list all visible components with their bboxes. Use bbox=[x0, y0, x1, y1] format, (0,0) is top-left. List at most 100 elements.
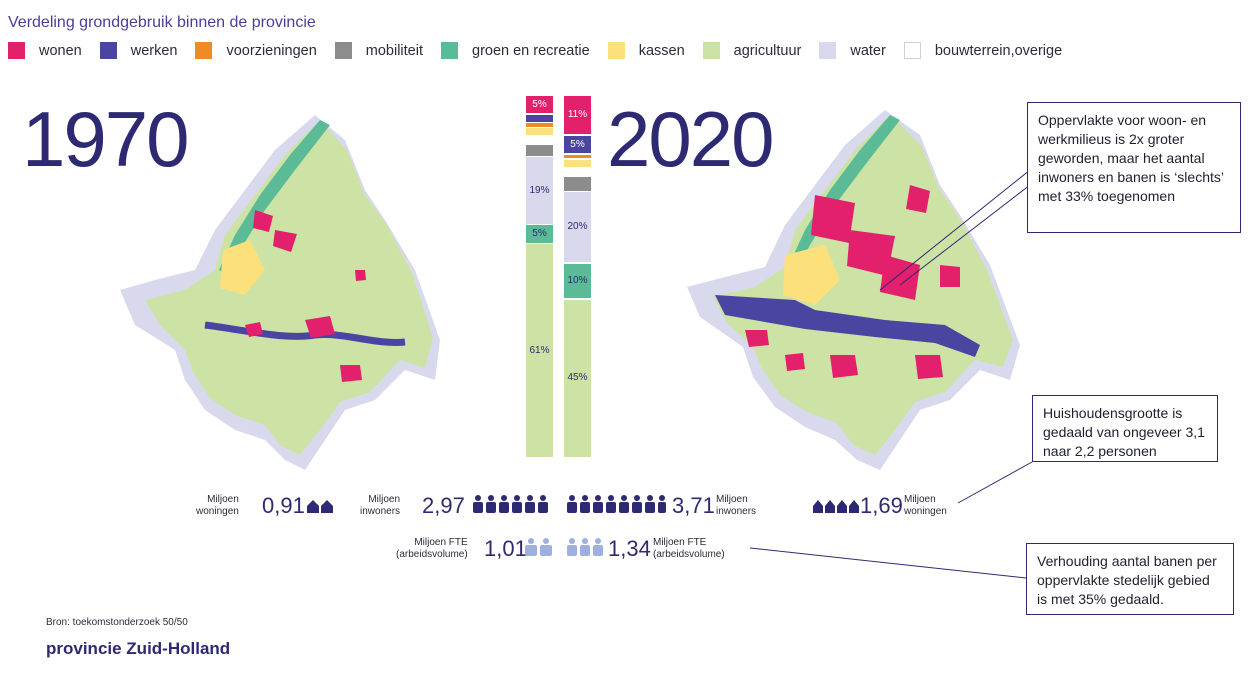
stat-label-line: woningen bbox=[196, 506, 239, 517]
bar-segment-kassen bbox=[526, 128, 553, 136]
bar-data-label: 5% bbox=[532, 227, 547, 239]
legend-swatch bbox=[8, 42, 25, 59]
stat-woningen-2020-label: Miljoen woningen bbox=[904, 494, 947, 518]
stat-inwoners-1970-value: 2,97 bbox=[422, 493, 465, 518]
bar-segment-werken bbox=[526, 114, 553, 122]
stat-label-line: woningen bbox=[904, 506, 947, 517]
stat-inwoners-2020-label: Miljoen inwoners bbox=[716, 494, 756, 518]
stat-inwoners-1970-label: Miljoen inwoners bbox=[360, 494, 400, 518]
stat-label-line: Miljoen FTE bbox=[414, 537, 468, 548]
legend-label: wonen bbox=[39, 42, 82, 59]
bar-segment-water bbox=[526, 157, 553, 224]
legend-label: kassen bbox=[638, 42, 685, 59]
legend-swatch bbox=[607, 42, 625, 59]
stat-fte-2020-value: 1,34 bbox=[608, 536, 651, 561]
bar-data-label: 10% bbox=[567, 275, 588, 286]
legend-swatch bbox=[334, 42, 352, 59]
page-title: Verdeling grondgebruik binnen de provinc… bbox=[8, 14, 316, 31]
legend-item-groen: groen en recreatie bbox=[441, 42, 590, 59]
bar-segment-mobiliteit bbox=[526, 145, 553, 156]
bar-segment-agricultuur bbox=[526, 244, 553, 457]
callout-oppervlakte: Oppervlakte voor woon- en werkmilieus is… bbox=[1027, 102, 1241, 233]
legend-label: agricultuur bbox=[733, 42, 802, 59]
legend-item-wonen: wonen bbox=[8, 42, 82, 59]
legend-item-bouwterrein: bouwterrein,overige bbox=[903, 42, 1063, 59]
bar-segment-groen-en-recreatie bbox=[564, 263, 591, 299]
legend-label: groen en recreatie bbox=[472, 42, 590, 59]
map-2020 bbox=[687, 110, 1020, 470]
bar-segment-wonen bbox=[526, 96, 553, 114]
bar-segment-groen-en-recreatie bbox=[526, 225, 553, 243]
people-icon-group bbox=[567, 495, 666, 513]
legend-item-voorzieningen: voorzieningen bbox=[195, 42, 317, 59]
map-urban-area bbox=[245, 210, 366, 382]
legend-swatch bbox=[99, 42, 117, 59]
map-greenhouse-area bbox=[220, 240, 265, 295]
bar-data-label: 5% bbox=[570, 138, 585, 150]
legend-swatch bbox=[195, 42, 213, 59]
bar-data-label: 11% bbox=[567, 109, 588, 121]
legend: wonen werken voorzieningen mobiliteit gr… bbox=[8, 42, 1080, 59]
legend-label: bouwterrein,overige bbox=[934, 42, 1063, 59]
bar-segment-agricultuur bbox=[564, 299, 591, 457]
legend-item-water: water bbox=[819, 42, 886, 59]
stat-inwoners-2020-value: 3,71 bbox=[672, 493, 715, 518]
legend-swatch bbox=[441, 42, 458, 59]
map-1970 bbox=[120, 115, 440, 470]
legend-swatch bbox=[702, 42, 720, 59]
stat-label-line: inwoners bbox=[716, 506, 757, 517]
bar-segment-mobiliteit bbox=[564, 176, 591, 191]
bar-segment-kassen bbox=[564, 159, 591, 167]
legend-item-werken: werken bbox=[99, 42, 178, 59]
bar-segment-bouwterrein-overige bbox=[526, 136, 553, 144]
callout-huishoudensgrootte: Huishoudensgrootte is gedaald van ongeve… bbox=[1032, 395, 1218, 462]
stat-woningen-1970-label: Miljoen woningen bbox=[196, 494, 239, 518]
bar-segment-wonen bbox=[564, 96, 591, 135]
legend-label: water bbox=[850, 42, 886, 59]
bar-1970: 5% 19% 5% 61% bbox=[526, 96, 553, 457]
stat-label-line: Miljoen bbox=[716, 494, 748, 505]
legend-swatch bbox=[819, 42, 837, 59]
stat-label-line: Miljoen bbox=[207, 494, 239, 505]
year-2020: 2020 bbox=[607, 95, 775, 183]
bar-segment-voorzieningen bbox=[526, 123, 553, 127]
people-icon-group bbox=[473, 495, 548, 513]
callout-banen-verhouding: Verhouding aantal banen per oppervlakte … bbox=[1026, 543, 1234, 615]
legend-item-agricultuur: agricultuur bbox=[702, 42, 802, 59]
source-note: Bron: toekomstonderzoek 50/50 bbox=[46, 617, 188, 628]
stat-label-line: (arbeidsvolume) bbox=[396, 549, 468, 560]
legend-label: voorzieningen bbox=[226, 42, 317, 59]
bar-data-label: 5% bbox=[532, 98, 547, 110]
stat-label-line: Miljoen bbox=[904, 494, 936, 505]
map-coast-dunes bbox=[219, 120, 330, 275]
bar-segment-werken bbox=[564, 135, 591, 154]
map-industry-port bbox=[715, 295, 980, 357]
legend-swatch bbox=[903, 42, 921, 59]
bar-data-label: 45% bbox=[567, 372, 588, 384]
stat-woningen-2020-value: 1,69 bbox=[860, 493, 903, 518]
legend-label: mobiliteit bbox=[365, 42, 423, 59]
map-land-area bbox=[145, 120, 433, 455]
bar-segment-water bbox=[564, 192, 591, 263]
house-icon-group bbox=[813, 500, 859, 513]
year-1970: 1970 bbox=[22, 95, 190, 183]
bar-segment-bouwterrein-overige bbox=[564, 168, 591, 176]
worker-icon-group bbox=[567, 538, 603, 556]
bar-data-label: 19% bbox=[529, 184, 550, 196]
stat-fte-1970-label: Miljoen FTE (arbeidsvolume) bbox=[396, 537, 468, 561]
stat-woningen-1970-value: 0,91 bbox=[262, 493, 305, 518]
bar-2020: 11% 5% 20% 10% 45% bbox=[564, 96, 591, 457]
stat-label-line: Miljoen FTE bbox=[653, 537, 707, 548]
map-greenhouse-area bbox=[783, 245, 840, 305]
worker-icon-group bbox=[525, 538, 552, 556]
legend-item-mobiliteit: mobiliteit bbox=[334, 42, 423, 59]
legend-label: werken bbox=[130, 42, 178, 59]
bar-segment-voorzieningen bbox=[564, 154, 591, 159]
stat-label-line: inwoners bbox=[360, 506, 401, 517]
brand-logo-text: provincie Zuid-Holland bbox=[46, 639, 231, 658]
legend-item-kassen: kassen bbox=[607, 42, 685, 59]
bar-data-label: 61% bbox=[529, 344, 550, 356]
bar-data-label: 20% bbox=[567, 221, 588, 233]
callout-line bbox=[749, 547, 1027, 579]
stat-label-line: Miljoen bbox=[368, 494, 401, 505]
